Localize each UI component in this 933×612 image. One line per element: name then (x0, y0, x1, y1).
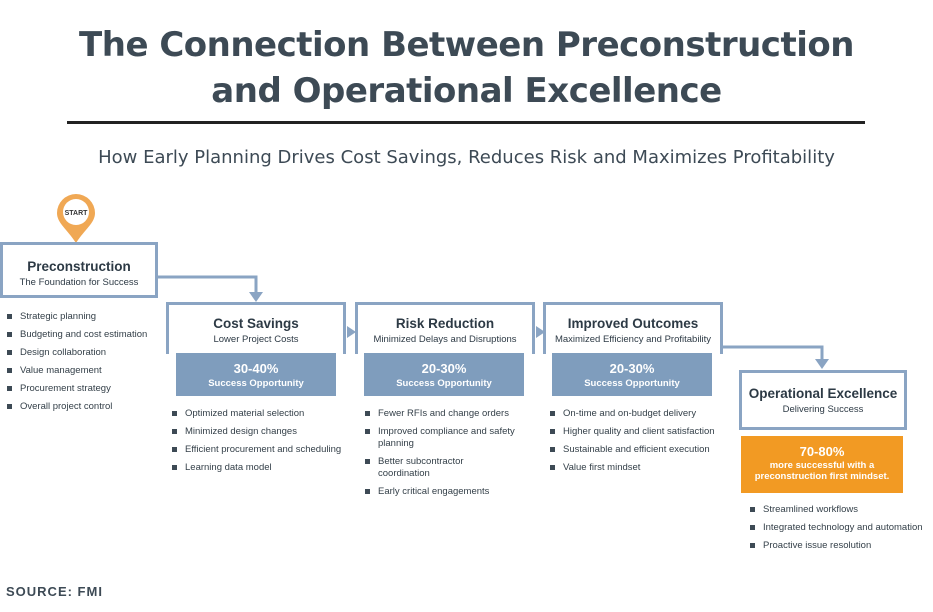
list-item: Proactive issue resolution (750, 540, 933, 552)
list-item: Procurement strategy (7, 383, 167, 395)
list-item: Design collaboration (7, 347, 167, 359)
list-item: Learning data model (172, 462, 357, 474)
list-item: Minimized design changes (172, 426, 357, 438)
list-item: Optimized material selection (172, 408, 357, 420)
stage-pct-box: 20-30% Success Opportunity (552, 353, 712, 396)
list-item: Budgeting and cost estimation (7, 329, 167, 341)
source-note: SOURCE: FMI (6, 584, 103, 599)
list-item: Strategic planning (7, 311, 167, 323)
title-line-1: The Connection Between Preconstruction (79, 25, 854, 65)
stage-improved-outcomes: Improved Outcomes Maximized Efficiency a… (543, 316, 723, 345)
list-item: Overall project control (7, 401, 167, 413)
stage-pct-box: 20-30% Success Opportunity (364, 353, 524, 396)
page-subtitle: How Early Planning Drives Cost Savings, … (98, 147, 835, 168)
stage-heading: Cost Savings (213, 316, 299, 331)
operational-pct-line3: preconstruction first mindset. (754, 471, 890, 482)
list-item: Integrated technology and automation (750, 522, 933, 534)
preconstruction-sub: The Foundation for Success (19, 277, 139, 288)
stage-sub: Minimized Delays and Disruptions (373, 334, 517, 345)
stage-pct-label: Success Opportunity (584, 378, 680, 389)
stage-bullets: On-time and on-budget delivery Higher qu… (550, 408, 735, 480)
stage-pct: 30-40% (233, 361, 279, 376)
stage-heading: Improved Outcomes (567, 316, 699, 331)
start-label: START (65, 210, 89, 217)
stage-sub: Lower Project Costs (213, 334, 299, 345)
preconstruction-heading: Preconstruction (27, 259, 131, 274)
operational-pct: 70-80% (799, 444, 845, 459)
operational-sub: Delivering Success (782, 404, 864, 415)
stage-pct-label: Success Opportunity (396, 378, 492, 389)
stage-bullets: Fewer RFIs and change orders Improved co… (365, 408, 515, 504)
arrow-right-icon (536, 326, 545, 338)
stage-pct-label: Success Opportunity (208, 378, 304, 389)
start-pin-icon: START (57, 194, 95, 243)
list-item: Early critical engagements (365, 486, 515, 498)
list-item: Sustainable and efficient execution (550, 444, 735, 456)
title-divider (67, 121, 865, 124)
list-item: Improved compliance and safety planning (365, 426, 515, 450)
operational-heading: Operational Excellence (748, 386, 898, 401)
stage-frame-risk (355, 302, 535, 354)
operational-bullets: Streamlined workflows Integrated technol… (750, 504, 933, 558)
list-item: Value management (7, 365, 167, 377)
list-item: Better subcontractor coordination (365, 456, 515, 480)
page-title: The Connection Between Preconstruction a… (0, 22, 933, 114)
stage-pct: 20-30% (421, 361, 467, 376)
stage-sub: Maximized Efficiency and Profitability (554, 334, 712, 345)
list-item: On-time and on-budget delivery (550, 408, 735, 420)
stage-heading: Risk Reduction (395, 316, 495, 331)
operational-box: Operational Excellence Delivering Succes… (739, 370, 907, 430)
preconstruction-box: Preconstruction The Foundation for Succe… (0, 242, 158, 298)
stage-bullets: Optimized material selection Minimized d… (172, 408, 357, 480)
operational-pct-line2: more successful with a (769, 460, 875, 471)
title-line-2: and Operational Excellence (211, 71, 722, 111)
preconstruction-bullets: Strategic planning Budgeting and cost es… (7, 311, 167, 419)
stage-pct-box: 30-40% Success Opportunity (176, 353, 336, 396)
operational-pct-box: 70-80% more successful with a preconstru… (741, 436, 903, 493)
stage-frame-cost (166, 302, 346, 354)
list-item: Efficient procurement and scheduling (172, 444, 357, 456)
stage-pct: 20-30% (609, 361, 655, 376)
arrow-right-icon (347, 326, 356, 338)
list-item: Fewer RFIs and change orders (365, 408, 515, 420)
list-item: Value first mindset (550, 462, 735, 474)
stage-cost-savings: Cost Savings Lower Project Costs (166, 316, 346, 345)
list-item: Streamlined workflows (750, 504, 933, 516)
list-item: Higher quality and client satisfaction (550, 426, 735, 438)
stage-risk-reduction: Risk Reduction Minimized Delays and Disr… (355, 316, 535, 345)
